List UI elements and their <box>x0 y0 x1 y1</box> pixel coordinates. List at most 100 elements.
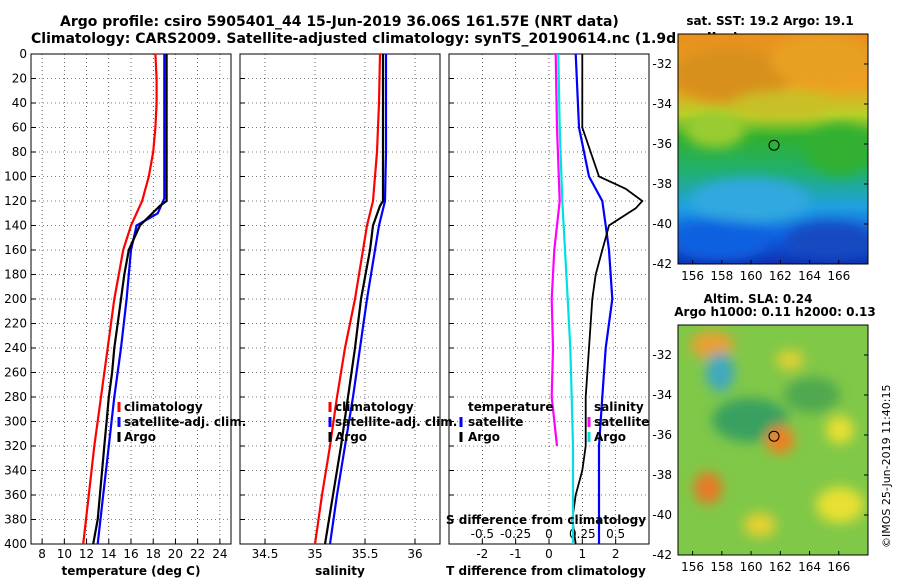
legend-argo: Argo <box>335 430 367 444</box>
sla-map <box>678 325 868 555</box>
legend-s-argo: Argo <box>594 430 626 444</box>
legend-climatology: climatology <box>124 400 203 414</box>
legend-temperature: temperature <box>468 400 553 414</box>
sst-argo-location-marker <box>768 139 780 151</box>
depth-tick-label: 240 <box>4 341 27 355</box>
profile-series <box>82 53 644 545</box>
lat-tick-label: -40 <box>652 508 672 522</box>
temperature-legend: climatology satellite-adj. clim. Argo <box>117 400 246 444</box>
depth-tick-label: 280 <box>4 390 27 404</box>
depth-tick-label: 320 <box>4 439 27 453</box>
depth-tick-label: 340 <box>4 464 27 478</box>
x-tick-label: 1 <box>579 547 587 561</box>
lon-tick-label: 158 <box>710 269 733 283</box>
lat-tick-label: -38 <box>652 468 672 482</box>
lat-tick-label: -32 <box>652 57 672 71</box>
x-axis-ticks: 8 10 12 14 16 18 20 22 24 34.5 35 35.5 36 -2 -1 0 1 2-0.5… <box>38 527 625 561</box>
lon-tick-label: 166 <box>827 269 850 283</box>
lat-tick-label: -36 <box>652 428 672 442</box>
series-climatology <box>313 53 382 545</box>
sst-map <box>678 34 868 264</box>
s-difference-axis-label: S difference from climatology <box>446 513 646 527</box>
x-tick-label: 36 <box>407 547 422 561</box>
lat-tick-label: -42 <box>652 548 672 562</box>
salinity-legend: climatology satellite-adj. clim. Argo <box>328 400 457 444</box>
sla-map-ticks: 156 158 160 162 164 166 -32 -34 -36 -38 -40 -42 <box>652 348 868 574</box>
legend-salinity: salinity <box>594 400 644 414</box>
s-diff-tick-label: 0 <box>545 527 553 541</box>
lon-tick-label: 166 <box>827 560 850 574</box>
legend-t-argo: Argo <box>468 430 500 444</box>
depth-tick-label: 40 <box>12 96 27 110</box>
x-tick-label: 20 <box>168 547 183 561</box>
lon-tick-label: 160 <box>740 269 763 283</box>
t-difference-axis-label: T difference from climatology <box>446 564 646 578</box>
depth-axis-ticks: 0 20 40 60 80 100 120 140 160 180 200 220 240 260 280 3… <box>4 47 27 551</box>
depth-tick-label: 200 <box>4 292 27 306</box>
depth-tick-label: 160 <box>4 243 27 257</box>
lon-tick-label: 160 <box>740 560 763 574</box>
legend-s-satellite: satellite <box>594 415 649 429</box>
header-line-2: Climatology: CARS2009. Satellite-adjuste… <box>31 31 739 47</box>
x-tick-label: 18 <box>146 547 161 561</box>
sla-map-subtitle: Argo h1000: 0.11 h2000: 0.13 <box>674 305 875 319</box>
legend-satellite-adj: satellite-adj. clim. <box>124 415 246 429</box>
legend-satellite-adj: satellite-adj. clim. <box>335 415 457 429</box>
series-satellite-adj-clim- <box>96 54 166 545</box>
legend-t-satellite: satellite <box>468 415 523 429</box>
lat-tick-label: -42 <box>652 257 672 271</box>
depth-tick-label: 380 <box>4 513 27 527</box>
sla-map-frame <box>677 324 869 556</box>
sla-map-title: Altim. SLA: 0.24 <box>704 292 813 306</box>
x-tick-label: 22 <box>190 547 205 561</box>
difference-legend: temperature satellite Argo salinity sate… <box>459 400 649 444</box>
depth-tick-label: 20 <box>12 72 27 86</box>
x-tick-label: 10 <box>57 547 72 561</box>
x-tick-label: 2 <box>612 547 620 561</box>
lon-tick-label: 164 <box>798 560 821 574</box>
series-t-argo <box>571 54 644 545</box>
lon-tick-label: 162 <box>769 560 792 574</box>
series-s-satellite <box>550 53 561 447</box>
imos-credit: ©IMOS 25-Jun-2019 11:40:15 <box>880 384 893 548</box>
lon-tick-label: 156 <box>681 560 704 574</box>
s-diff-tick-label: 0.5 <box>606 527 625 541</box>
x-tick-label: 8 <box>38 547 46 561</box>
depth-tick-label: 400 <box>4 537 27 551</box>
lon-tick-label: 162 <box>769 269 792 283</box>
x-tick-label: 35.5 <box>352 547 379 561</box>
s-diff-tick-label: -0.5 <box>471 527 494 541</box>
lat-tick-label: -32 <box>652 348 672 362</box>
lat-tick-label: -36 <box>652 137 672 151</box>
series-climatology <box>82 53 158 545</box>
x-tick-label: -1 <box>510 547 522 561</box>
lon-tick-label: 164 <box>798 269 821 283</box>
legend-climatology: climatology <box>335 400 414 414</box>
sst-map-ticks: 156 158 160 162 164 166 -32 -34 -36 -38 -40 -42 <box>652 57 868 283</box>
series-t-satellite <box>574 53 614 544</box>
lon-tick-label: 158 <box>710 560 733 574</box>
depth-tick-label: 120 <box>4 194 27 208</box>
x-tick-label: 0 <box>545 547 553 561</box>
x-tick-label: -2 <box>476 547 488 561</box>
series-argo <box>92 54 168 545</box>
depth-tick-label: 360 <box>4 488 27 502</box>
lat-tick-label: -34 <box>652 388 672 402</box>
x-tick-label: 16 <box>123 547 138 561</box>
depth-tick-label: 140 <box>4 219 27 233</box>
lat-tick-label: -34 <box>652 97 672 111</box>
depth-tick-label: 180 <box>4 268 27 282</box>
depth-tick-label: 80 <box>12 145 27 159</box>
series-satellite-adj-clim- <box>328 54 388 545</box>
depth-tick-label: 60 <box>12 121 27 135</box>
temperature-axis-label: temperature (deg C) <box>62 564 201 578</box>
sla-argo-location-marker <box>768 430 780 442</box>
depth-tick-label: 100 <box>4 170 27 184</box>
x-tick-label: 14 <box>101 547 116 561</box>
s-diff-tick-label: -0.25 <box>500 527 531 541</box>
depth-tick-label: 220 <box>4 317 27 331</box>
x-tick-label: 24 <box>212 547 227 561</box>
sst-map-frame <box>677 33 869 265</box>
